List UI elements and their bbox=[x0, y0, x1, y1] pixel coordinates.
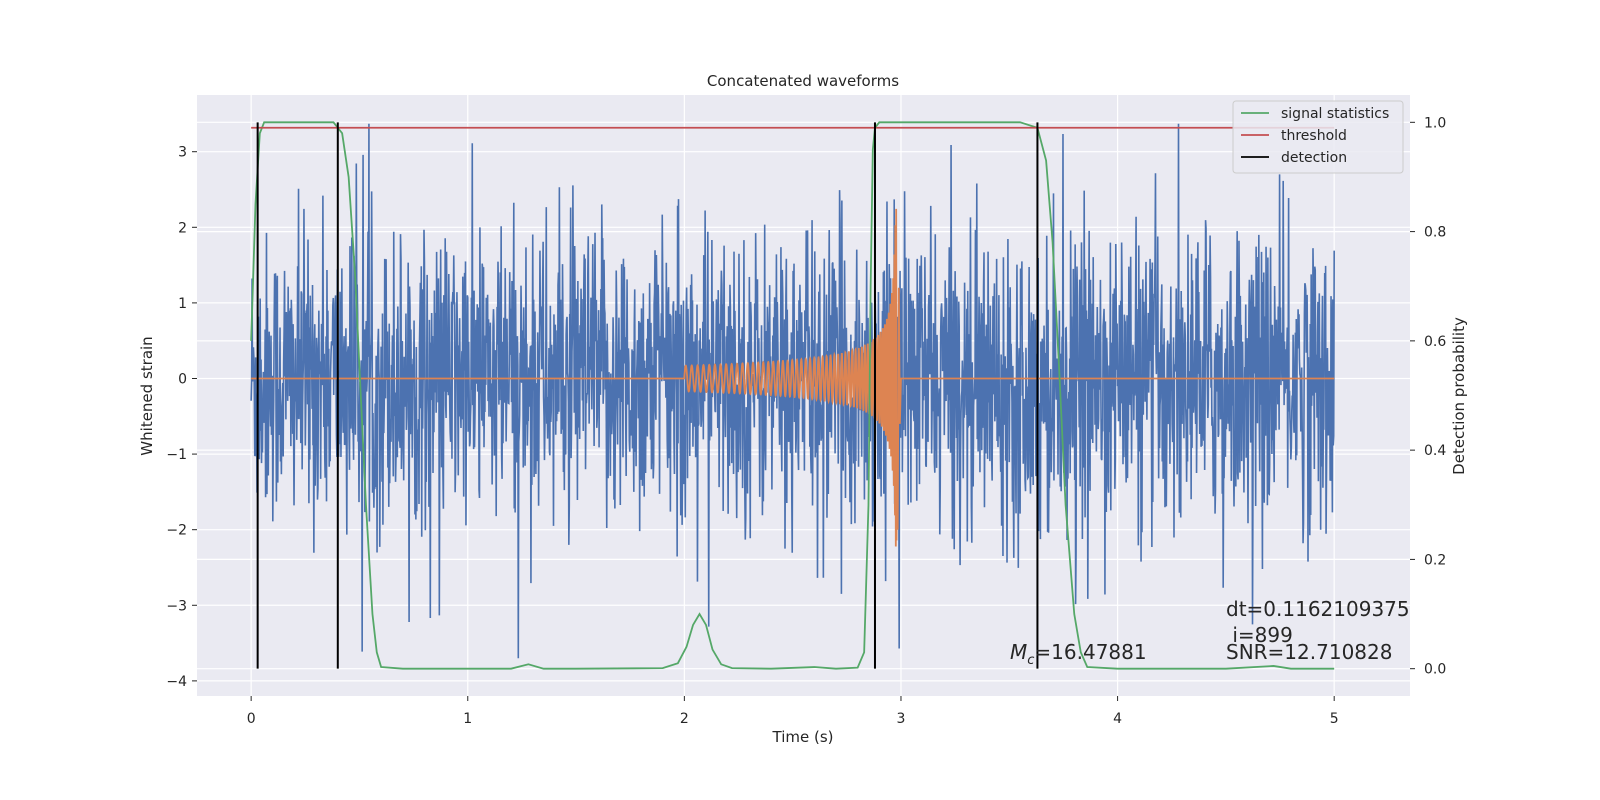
y2-tick-label: 0.0 bbox=[1424, 662, 1446, 678]
x-axis-ticks: 0 1 2 3 4 5 bbox=[247, 696, 1339, 727]
x-tick-label: 4 bbox=[1113, 711, 1122, 727]
snr-annotation: SNR=12.710828 bbox=[1226, 640, 1392, 664]
dt-annotation: dt=0.1162109375 bbox=[1226, 597, 1410, 621]
legend-box bbox=[1232, 100, 1404, 174]
legend: signal statistics threshold detection bbox=[1232, 100, 1404, 174]
y-tick-label: 0 bbox=[178, 371, 187, 387]
y-tick-label: −1 bbox=[166, 447, 187, 463]
detection-lines bbox=[256, 122, 1039, 669]
y-tick-label: −2 bbox=[166, 523, 187, 539]
signal-statistics-line bbox=[250, 121, 1335, 670]
x-tick-label: 3 bbox=[897, 711, 906, 727]
y-tick-label: −4 bbox=[166, 674, 187, 690]
y-axis-ticks: −4 −3 −2 −1 0 1 2 3 bbox=[166, 145, 197, 690]
y2-tick-label: 1.0 bbox=[1424, 115, 1446, 131]
y-tick-label: 1 bbox=[178, 296, 187, 312]
noise-line bbox=[250, 123, 1335, 659]
mc-value: =16.47881 bbox=[1034, 640, 1146, 664]
y-tick-label: 2 bbox=[178, 220, 187, 236]
x-tick-label: 1 bbox=[463, 711, 472, 727]
y-axis-label: Whitened strain bbox=[138, 336, 156, 455]
y2-axis-ticks: 0.0 0.2 0.4 0.6 0.8 1.0 bbox=[1410, 115, 1446, 678]
y2-tick-label: 0.2 bbox=[1424, 552, 1446, 568]
x-tick-label: 2 bbox=[680, 711, 689, 727]
waveform-line bbox=[251, 208, 1335, 547]
y-tick-label: 3 bbox=[178, 145, 187, 161]
x-tick-label: 0 bbox=[247, 711, 256, 727]
y-tick-label: −3 bbox=[166, 598, 187, 614]
legend-label-signal-statistics: signal statistics bbox=[1281, 106, 1389, 122]
x-tick-label: 5 bbox=[1330, 711, 1339, 727]
mc-symbol: M bbox=[1010, 640, 1027, 664]
signal-statistics-series bbox=[250, 121, 1335, 670]
y2-tick-label: 0.4 bbox=[1424, 443, 1446, 459]
y2-axis-label: Detection probability bbox=[1450, 317, 1468, 475]
legend-label-detection: detection bbox=[1281, 150, 1347, 166]
mc-annotation: Mc=16.47881 bbox=[1010, 640, 1147, 668]
y2-gridlines bbox=[197, 121, 1410, 670]
i-annotation: i=899 bbox=[1226, 623, 1293, 647]
x-axis-label: Time (s) bbox=[772, 728, 834, 746]
waveform-series bbox=[251, 208, 1335, 547]
mc-subscript: c bbox=[1027, 653, 1034, 668]
noise-series bbox=[250, 123, 1335, 659]
legend-label-threshold: threshold bbox=[1281, 128, 1347, 144]
chart-title: Concatenated waveforms bbox=[707, 72, 899, 90]
y2-tick-label: 0.6 bbox=[1424, 334, 1446, 350]
y2-tick-label: 0.8 bbox=[1424, 225, 1446, 241]
